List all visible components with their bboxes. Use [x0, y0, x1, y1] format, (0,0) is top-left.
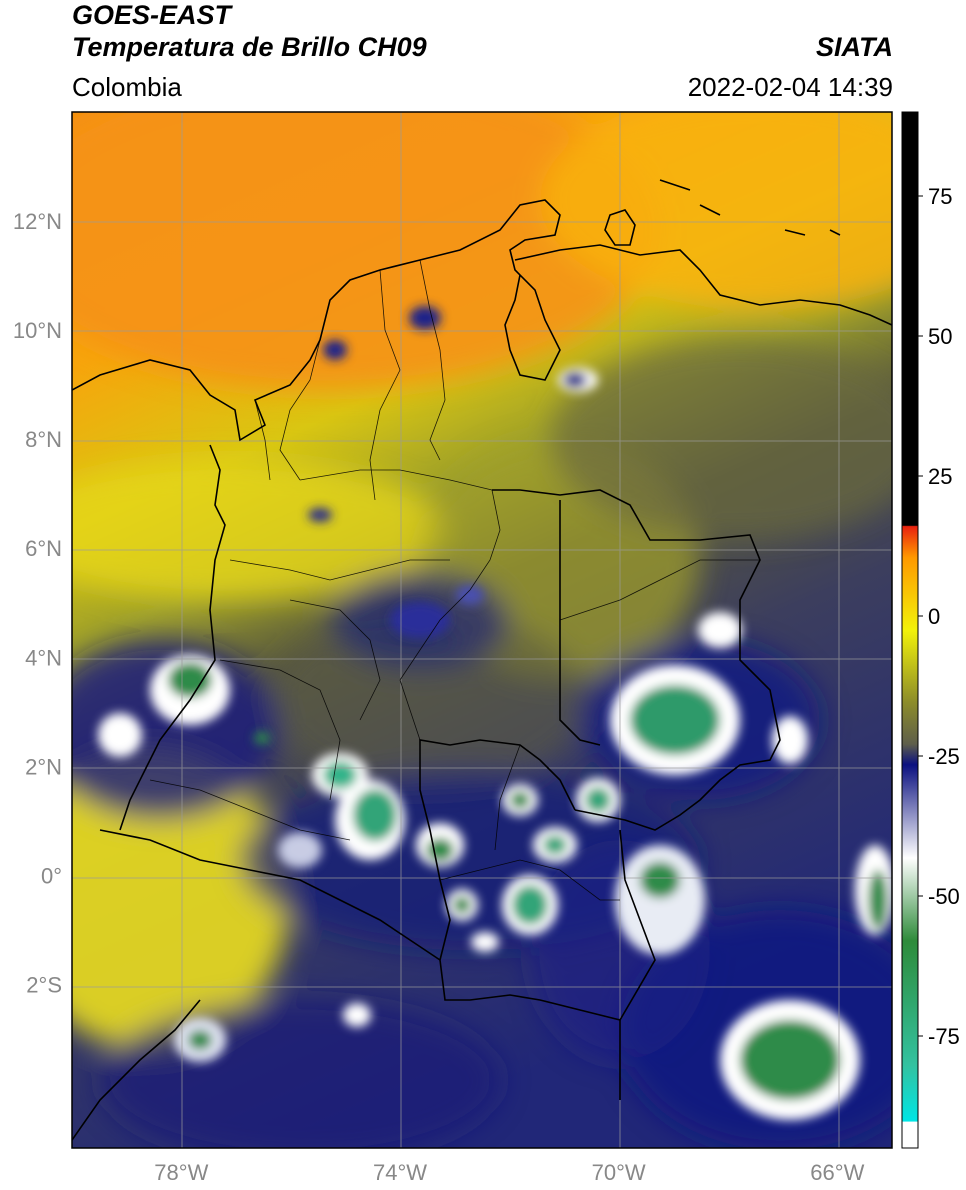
colorbar-tick-label: -25: [928, 744, 960, 769]
lon-tick-label: 66°W: [810, 1160, 864, 1185]
map-frame: [71, 111, 893, 1149]
lat-tick-label: 2°S: [26, 972, 62, 997]
department-borders: [149, 259, 760, 901]
region-label: Colombia: [72, 72, 182, 102]
lat-tick-label: 8°N: [25, 427, 62, 452]
brightness-temperature-field: [72, 112, 892, 1148]
lat-tick-label: 12°N: [13, 209, 62, 234]
satellite-title: GOES-EAST: [72, 0, 232, 30]
colorbar: [901, 111, 919, 1149]
colorbar-tick-label: 75: [928, 184, 952, 209]
lat-tick-label: 6°N: [25, 536, 62, 561]
lat-tick-label: 2°N: [25, 754, 62, 779]
convective-cells: [98, 306, 892, 1120]
colorbar-tick-label: -75: [928, 1024, 960, 1049]
colorbar-labels: 75 50 25 0 -25 -50 -75: [918, 184, 960, 1049]
lat-tick-label: 4°N: [25, 645, 62, 670]
colorbar-tick-label: 25: [928, 464, 952, 489]
agency-label: SIATA: [816, 32, 893, 62]
colorbar-tick-label: 0: [928, 604, 940, 629]
datetime-label: 2022-02-04 14:39: [687, 72, 893, 102]
colorbar-tick-label: 50: [928, 324, 952, 349]
lon-tick-label: 78°W: [154, 1160, 208, 1185]
colorbar-tick-label: -50: [928, 884, 960, 909]
lon-tick-label: 70°W: [592, 1160, 646, 1185]
lon-tick-label: 74°W: [373, 1160, 427, 1185]
lat-tick-label: 10°N: [13, 318, 62, 343]
axis-labels: 78°W 74°W 70°W 66°W 12°N 10°N 8°N 6°N 4°N 2°N 0° 2°…: [13, 209, 865, 1185]
product-title: Temperatura de Brillo CH09: [72, 32, 427, 62]
lat-tick-label: 0°: [41, 863, 62, 888]
